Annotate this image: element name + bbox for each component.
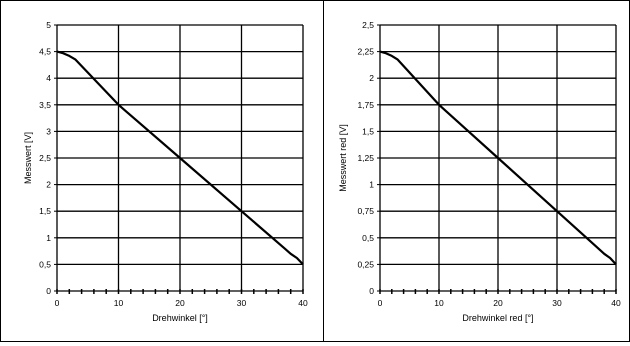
y-tick-label: 4,5 (39, 47, 51, 57)
y-axis-label: Messwert red [V] (338, 124, 348, 192)
x-tick-label: 10 (114, 298, 124, 308)
chart-panel-left: 0 0,5 1 1,5 2 2,5 3 3,5 4 4,5 5 0 10 20 30 40 Drehwinkel… (0, 0, 324, 342)
x-axis-label: Drehwinkel red [°] (462, 313, 533, 323)
series-line (379, 50, 617, 266)
y-tick-label: 2,5 (39, 153, 51, 163)
x-tick-label: 30 (237, 298, 247, 308)
y-tick-label: 0 (369, 286, 374, 296)
x-tick-label: 20 (175, 298, 185, 308)
y-tick-label: 4 (46, 73, 51, 83)
y-tick-label: 1,5 (362, 126, 374, 136)
y-tick-label: 2,5 (362, 20, 374, 30)
y-tick-label: 2 (46, 180, 51, 190)
x-axis-label: Drehwinkel [°] (152, 313, 208, 323)
x-tick-label: 0 (55, 298, 60, 308)
x-tick-label: 20 (493, 298, 503, 308)
y-tick-label: 0,5 (362, 233, 374, 243)
x-tick-label: 40 (298, 298, 308, 308)
y-tick-label: 5 (46, 20, 51, 30)
x-tick-label: 30 (552, 298, 562, 308)
y-axis-label: Messwert [V] (23, 132, 33, 184)
chart-panel-right: 0 0,25 0,5 0,75 1 1,25 1,5 1,75 2 2,25 2,5 0 10 20 30 4… (323, 0, 630, 342)
y-tick-label: 2 (369, 73, 374, 83)
y-tick-label: 3 (46, 126, 51, 136)
y-tick-label: 0,75 (357, 206, 374, 216)
x-tick-label: 10 (434, 298, 444, 308)
y-tick-label: 1,75 (357, 100, 374, 110)
y-tick-label: 3,5 (39, 100, 51, 110)
measurement-chart: 0 0,5 1 1,5 2 2,5 3 3,5 4 4,5 5 0 10 20 30 40 Drehwinkel… (23, 20, 308, 323)
reduced-measurement-chart: 0 0,25 0,5 0,75 1 1,25 1,5 1,75 2 2,25 2,5 0 10 20 30 4… (338, 20, 621, 323)
x-tick-label: 40 (611, 298, 621, 308)
y-tick-label: 1 (369, 180, 374, 190)
y-tick-label: 1,5 (39, 206, 51, 216)
y-tick-label: 0,5 (39, 259, 51, 269)
y-tick-label: 0 (46, 286, 51, 296)
y-tick-label: 2,25 (357, 47, 374, 57)
y-tick-label: 0,25 (357, 259, 374, 269)
series-line (56, 50, 304, 266)
x-tick-label: 0 (378, 298, 383, 308)
y-tick-label: 1,25 (357, 153, 374, 163)
y-tick-label: 1 (46, 233, 51, 243)
